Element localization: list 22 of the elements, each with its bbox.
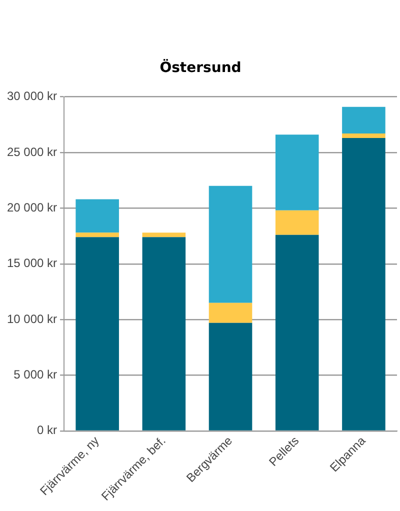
bar [208, 322, 252, 430]
bar [208, 302, 252, 323]
bar [76, 237, 119, 430]
bar [342, 134, 386, 138]
bar [142, 232, 186, 238]
y-tick-label: 20 000 kr [6, 200, 58, 214]
bar [275, 210, 319, 235]
bar [142, 237, 186, 430]
bar [275, 134, 319, 210]
bar [275, 234, 319, 430]
bar [208, 186, 252, 303]
bar [76, 199, 119, 233]
bar [342, 138, 386, 430]
y-tick-label: 15 000 kr [6, 256, 58, 270]
bar [342, 106, 386, 134]
y-tick-label: 25 000 kr [6, 144, 58, 159]
y-tick-label: 30 000 kr [6, 89, 58, 104]
chart-title: Östersund [160, 59, 242, 76]
bar [76, 232, 119, 238]
y-tick-label: 0 kr [37, 423, 58, 438]
y-tick-label: 5 000 kr [14, 368, 58, 382]
y-tick-label: 10 000 kr [6, 312, 58, 326]
